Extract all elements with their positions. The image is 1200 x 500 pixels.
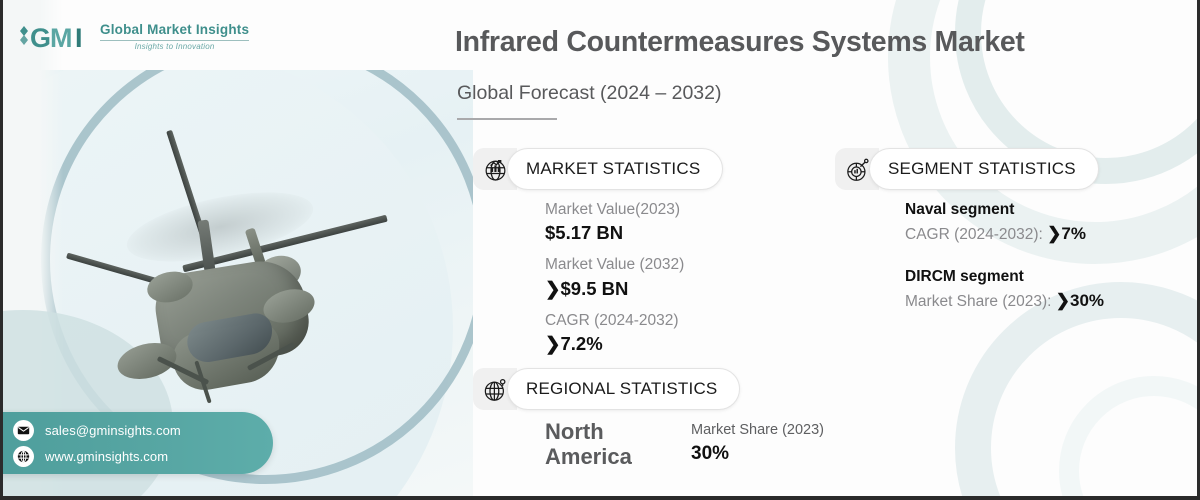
- title-divider: [457, 118, 557, 120]
- naval-segment-metric: CAGR (2024-2032): ❯7%: [905, 221, 1104, 247]
- logo-divider: [100, 39, 250, 41]
- region-share: Market Share (2023) 30%: [691, 420, 824, 466]
- dircm-segment-metric: Market Share (2023): ❯30%: [905, 288, 1104, 314]
- page-title: Infrared Countermeasures Systems Market: [455, 26, 1025, 58]
- naval-segment-name: Naval segment: [905, 201, 1015, 218]
- brand-name: Global Market Insights: [100, 22, 250, 38]
- region-share-value: 30%: [691, 442, 730, 464]
- regional-statistics-pill[interactable]: REGIONAL STATISTICS: [507, 368, 741, 410]
- market-statistics-label: MARKET STATISTICS: [526, 159, 701, 178]
- brand-tagline: Insights to Innovation: [134, 41, 215, 51]
- regional-statistics-label: REGIONAL STATISTICS: [526, 379, 718, 398]
- segment-statistics-header[interactable]: SEGMENT STATISTICS: [835, 148, 1099, 190]
- segment-statistics-label: SEGMENT STATISTICS: [888, 159, 1076, 178]
- envelope-icon: [13, 419, 34, 441]
- gmi-logo-icon: G M I: [17, 20, 91, 54]
- market-value-2032-key: Market Value (2032): [545, 256, 685, 274]
- globe-bar-chart-icon: [473, 148, 517, 190]
- regional-statistics-body: North America Market Share (2023) 30%: [545, 419, 824, 469]
- segment-statistics-pill[interactable]: SEGMENT STATISTICS: [869, 148, 1099, 190]
- dircm-segment-name: DIRCM segment: [905, 267, 1024, 285]
- contact-bar: sales@gminsights.com www.gminsights.com: [3, 412, 273, 474]
- market-value-2023-key: Market Value(2023): [545, 201, 680, 218]
- region-share-key: Market Share (2023): [691, 422, 824, 438]
- svg-text:M: M: [50, 23, 73, 53]
- page-subtitle: Global Forecast (2024 – 2032): [457, 82, 722, 104]
- regional-statistics-header[interactable]: REGIONAL STATISTICS: [473, 368, 741, 410]
- dircm-segment-metric-label: Market Share (2023):: [905, 293, 1056, 310]
- svg-text:G: G: [30, 23, 51, 53]
- market-statistics-body: Market Value(2023) $5.17 BN Market Value…: [545, 199, 684, 357]
- naval-segment-metric-value: ❯7%: [1047, 224, 1086, 244]
- helicopter-illustration: [66, 129, 395, 418]
- cagr-value: ❯7.2%: [545, 333, 603, 355]
- contact-email-row[interactable]: sales@gminsights.com: [13, 419, 273, 441]
- photo-top-mask: [3, 0, 473, 70]
- naval-segment-metric-label: CAGR (2024-2032):: [905, 226, 1048, 244]
- svg-text:I: I: [75, 23, 83, 53]
- cagr-key: CAGR (2024-2032): [545, 311, 679, 329]
- region-name: North America: [545, 419, 632, 469]
- segment-statistics-body: Naval segment CAGR (2024-2032): ❯7% DIRC…: [905, 198, 1104, 314]
- background-decoration: [3, 0, 1197, 496]
- dircm-segment-metric-value: ❯30%: [1055, 291, 1105, 310]
- contact-email: sales@gminsights.com: [45, 422, 181, 438]
- brand-logo[interactable]: G M I Global Market Insights Insights to…: [17, 20, 250, 54]
- market-value-2023-value: $5.17 BN: [545, 222, 624, 244]
- content-area: Infrared Countermeasures Systems Market …: [455, 0, 1197, 496]
- contact-website-row[interactable]: www.gminsights.com: [13, 445, 273, 467]
- market-statistics-header[interactable]: MARKET STATISTICS: [473, 148, 724, 190]
- globe-icon: [13, 445, 34, 467]
- market-value-2032-value: ❯$9.5 BN: [545, 277, 629, 299]
- contact-website: www.gminsights.com: [45, 448, 169, 464]
- market-statistics-pill[interactable]: MARKET STATISTICS: [507, 148, 724, 190]
